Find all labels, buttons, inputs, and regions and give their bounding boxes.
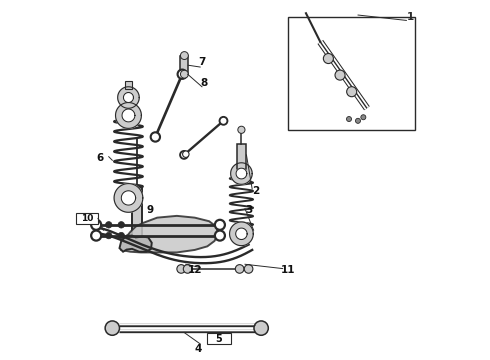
Polygon shape	[116, 103, 141, 129]
Circle shape	[245, 265, 253, 273]
Circle shape	[215, 220, 225, 230]
Polygon shape	[231, 163, 252, 184]
Polygon shape	[118, 87, 139, 108]
Circle shape	[118, 232, 124, 239]
Circle shape	[91, 230, 101, 240]
Circle shape	[335, 70, 345, 80]
Circle shape	[361, 115, 366, 120]
Circle shape	[105, 222, 112, 228]
Circle shape	[177, 265, 186, 273]
Circle shape	[105, 232, 112, 239]
Text: 9: 9	[147, 206, 153, 216]
Text: 1: 1	[406, 12, 414, 22]
Circle shape	[180, 70, 188, 78]
Circle shape	[118, 222, 124, 228]
Circle shape	[180, 151, 188, 159]
Circle shape	[220, 117, 227, 125]
Text: 8: 8	[200, 78, 207, 88]
Circle shape	[215, 230, 225, 240]
Bar	[237, 144, 245, 169]
Circle shape	[355, 118, 361, 123]
Text: 10: 10	[81, 214, 94, 223]
Text: 2: 2	[252, 186, 259, 196]
Polygon shape	[236, 228, 247, 239]
Polygon shape	[123, 93, 133, 103]
Circle shape	[180, 51, 188, 59]
Polygon shape	[236, 168, 247, 179]
Circle shape	[177, 69, 187, 79]
Polygon shape	[122, 109, 135, 122]
Polygon shape	[120, 235, 152, 252]
Circle shape	[254, 321, 269, 335]
Bar	[288, 17, 416, 130]
Text: 6: 6	[96, 153, 103, 163]
Polygon shape	[122, 216, 218, 252]
Bar	[76, 213, 98, 224]
Text: 11: 11	[281, 265, 295, 275]
Circle shape	[151, 132, 160, 141]
Circle shape	[183, 151, 189, 157]
Circle shape	[183, 265, 192, 273]
Circle shape	[238, 126, 245, 134]
Bar	[207, 333, 231, 344]
Polygon shape	[122, 191, 136, 205]
Circle shape	[323, 54, 333, 64]
Circle shape	[346, 117, 351, 122]
Bar	[180, 55, 188, 74]
Circle shape	[91, 220, 101, 230]
Text: 5: 5	[216, 334, 222, 344]
Circle shape	[235, 265, 244, 273]
Text: 12: 12	[188, 265, 202, 275]
Polygon shape	[114, 184, 143, 212]
Circle shape	[346, 87, 357, 97]
Polygon shape	[230, 222, 253, 246]
Circle shape	[105, 321, 120, 335]
Text: 3: 3	[245, 206, 252, 216]
Text: 4: 4	[195, 344, 202, 354]
Text: 7: 7	[198, 57, 206, 67]
Bar	[132, 186, 143, 248]
Bar	[125, 81, 132, 89]
